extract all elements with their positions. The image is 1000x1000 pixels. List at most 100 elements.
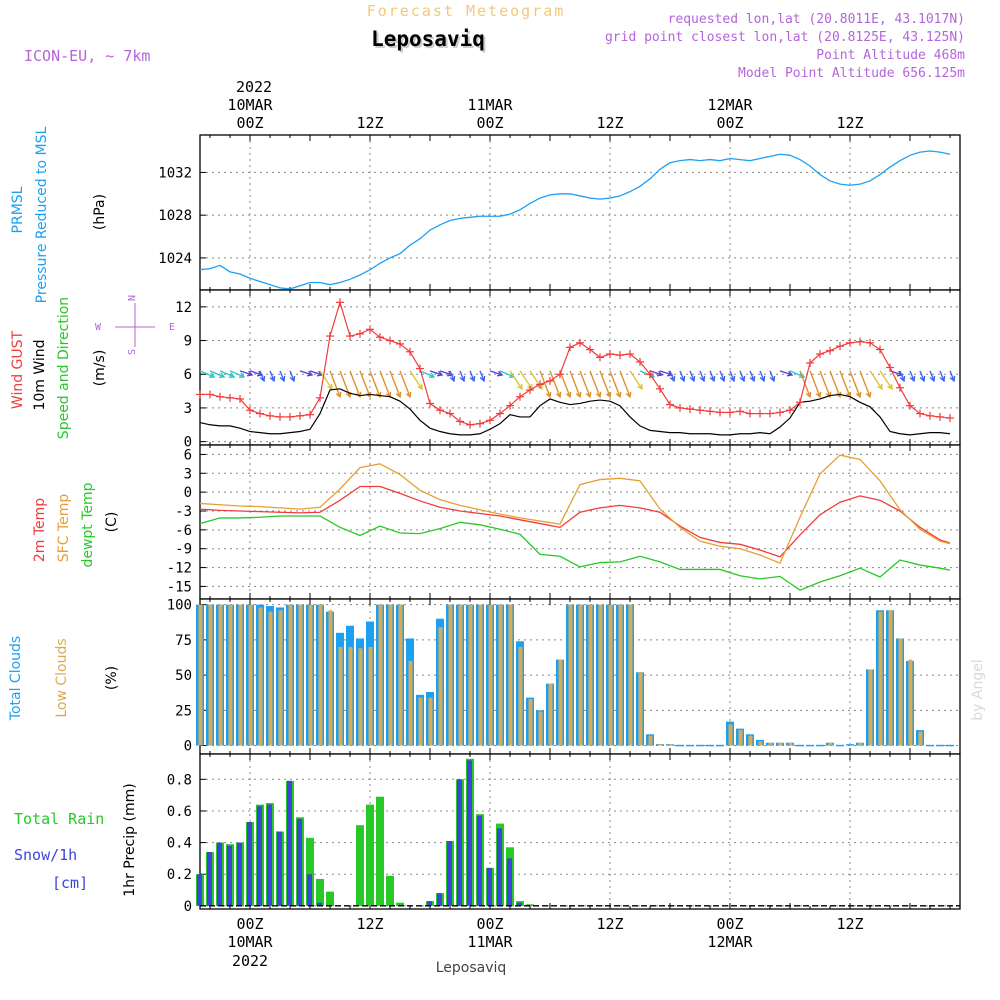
wind-arrow: [809, 370, 821, 398]
low-cloud-bar: [878, 611, 883, 746]
pressure-line: [199, 150, 951, 290]
wind-arrow-head: [709, 375, 716, 383]
wind-arrow-head: [815, 391, 822, 399]
low-cloud-bar: [388, 604, 393, 746]
wind-arrow-head: [246, 370, 254, 377]
wind-arrow-head: [469, 375, 476, 383]
wind-arrow-head: [269, 375, 276, 383]
wind-arrow: [949, 370, 955, 382]
requested-coords: requested lon,lat (20.8011E, 43.1017N): [668, 12, 965, 27]
wind-arrows: [199, 370, 956, 399]
low-cloud-bar: [478, 604, 483, 746]
rain-bar: [366, 804, 374, 906]
low-cloud-bar: [508, 604, 513, 746]
y-tick-label: -15: [167, 579, 192, 595]
product-title: Forecast Meteogram: [367, 2, 566, 20]
wind-arrow: [879, 370, 893, 390]
wind-arrow: [629, 370, 643, 390]
low-cloud-bar: [438, 627, 443, 746]
compass-rose: N S W E: [95, 295, 175, 355]
wind-arrow: [589, 370, 601, 398]
snow-bar: [457, 779, 462, 906]
bottom-hour-label: 00Z: [716, 915, 743, 933]
wind-arrow-head: [759, 375, 766, 383]
low-cloud-bar: [228, 604, 233, 746]
snow-label: Snow/1h: [14, 846, 77, 864]
wind-arrow-head: [909, 375, 916, 383]
precip-side-labels: Total Rain Snow/1h [cm] 1hr Precip (mm): [14, 783, 138, 896]
compass-w: W: [95, 322, 102, 333]
panel-frame: [199, 134, 961, 291]
wind-arrow: [239, 370, 253, 376]
wind-arrow-head: [679, 375, 686, 383]
wind-arrow: [739, 370, 745, 382]
snow-unit-label: [cm]: [52, 874, 88, 892]
low-cloud-bar: [868, 669, 873, 746]
wind-arrow-head: [395, 391, 402, 399]
wind-arrow: [489, 370, 503, 376]
wind-arrow: [479, 370, 485, 382]
wind-arrow-head: [637, 383, 643, 391]
wind-arrow-head: [605, 391, 612, 399]
low-cloud-bar: [338, 646, 343, 746]
y-tick-label: 3: [184, 401, 192, 417]
wind-arrow-head: [865, 391, 872, 399]
pressure-panel: 1024 1028 1032: [158, 134, 961, 291]
low-cloud-bar: [768, 742, 773, 746]
y-tick-label: 75: [175, 633, 192, 649]
wind-arrow: [919, 370, 925, 382]
snow-bar: [517, 902, 522, 906]
dewpt-label: dewpt Temp: [80, 482, 96, 567]
wind-arrow: [609, 370, 621, 398]
wind-arrow-head: [306, 370, 314, 377]
snow-bar: [207, 852, 212, 906]
wind-arrow: [699, 370, 705, 382]
low-cloud-bar: [278, 610, 283, 746]
low-cloud-bar: [888, 610, 893, 746]
wind-arrow: [929, 370, 935, 382]
rain-bar: [396, 902, 404, 906]
low-cloud-bar: [238, 604, 243, 746]
wind-arrow-head: [729, 375, 736, 383]
pressure-side-labels: PRMSL Pressure Reduced to MSL (hPa): [10, 126, 108, 303]
low-cloud-bar: [588, 604, 593, 746]
rain-bar: [316, 878, 324, 906]
wind-arrow: [549, 370, 561, 398]
bottom-date-label: 10MAR: [227, 933, 273, 951]
wind-panel: 0 3 6 9 12: [175, 289, 961, 451]
wind-arrow-head: [428, 372, 436, 379]
wind-arrow-head: [279, 375, 286, 383]
low-cloud-bar: [458, 604, 463, 746]
wind-arrow-head: [689, 375, 696, 383]
bottom-hour-label: 00Z: [476, 915, 503, 933]
wind-arrow-head: [739, 375, 746, 383]
wind-arrow: [709, 370, 715, 382]
compass-n: N: [127, 295, 138, 301]
sfc-temp-line: [199, 454, 951, 565]
wind-arrow-head: [459, 375, 466, 383]
rain-bar: [326, 891, 334, 906]
snow-bar: [217, 842, 222, 906]
low-cloud-bar: [778, 742, 783, 746]
wind-arrow-head: [405, 391, 412, 399]
wind-arrow: [679, 370, 685, 382]
wind-arrow-head: [327, 383, 333, 391]
y-tick-label: 0.6: [167, 804, 192, 820]
y-tick-label: -3: [175, 504, 192, 520]
wind-arrow-head: [565, 391, 572, 399]
snow-bar: [247, 822, 252, 906]
wind-arrow-head: [949, 375, 956, 383]
bottom-hour-label: 00Z: [236, 915, 263, 933]
low-cloud-bar: [558, 659, 563, 746]
low-cloud-bar: [518, 646, 523, 746]
snow-bar: [287, 780, 292, 906]
wind-arrow-head: [479, 375, 486, 383]
total-rain-label: Total Rain: [14, 810, 104, 828]
total-clouds-label: Total Clouds: [8, 636, 24, 721]
low-cloud-bar: [468, 604, 473, 746]
wind-arrow: [299, 370, 313, 376]
snow-bar: [227, 845, 232, 906]
wind-arrow: [729, 370, 735, 382]
